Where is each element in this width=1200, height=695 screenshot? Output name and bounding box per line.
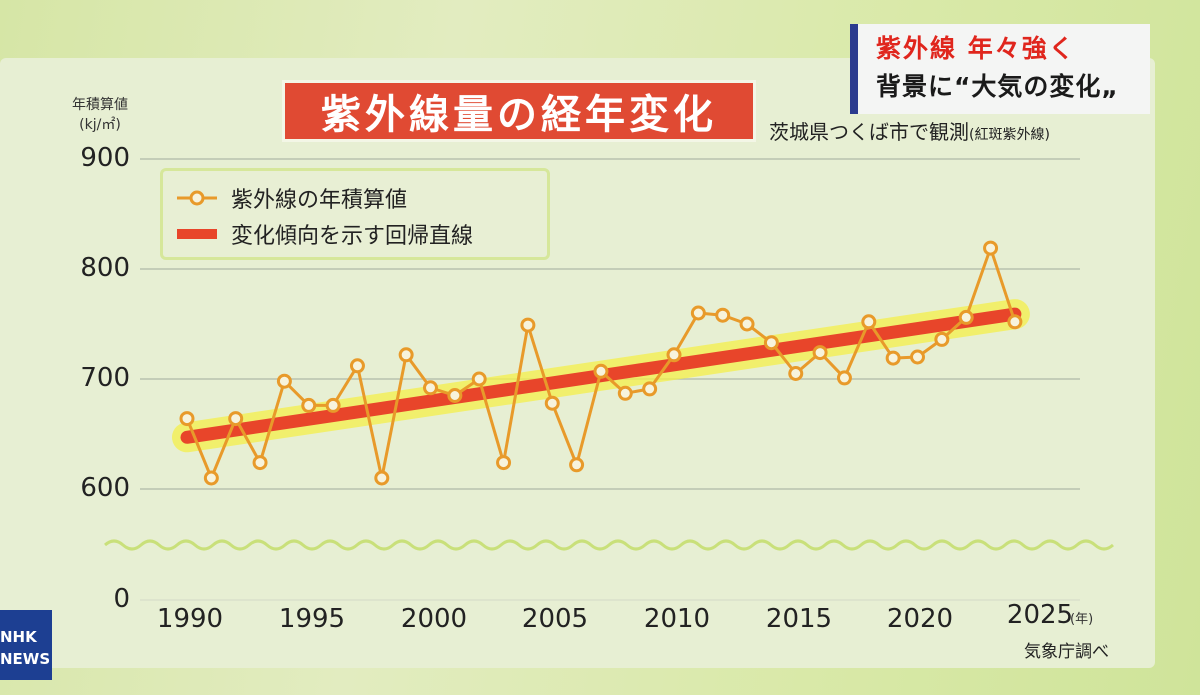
x-tick-label: 2010 [643, 604, 711, 634]
legend: 紫外線の年積算値 変化傾向を示す回帰直線 [160, 168, 550, 260]
data-point [910, 349, 925, 365]
x-tick-label: 2020 [886, 604, 954, 634]
x-tick-label: 2000 [400, 604, 468, 634]
y-tick-label: 900 [80, 143, 130, 173]
y-tick-label: 700 [80, 363, 130, 393]
y-axis-unit: (kj/㎡) [79, 117, 121, 133]
legend-item-annual: 紫外線の年積算値 [175, 183, 407, 213]
data-point [374, 470, 390, 486]
x-tick-label: 1990 [156, 604, 224, 634]
x-tick-label: 2025 [1006, 600, 1074, 630]
data-point [471, 371, 487, 387]
data-point [617, 385, 633, 401]
data-point [569, 457, 585, 473]
data-point [423, 380, 438, 396]
subtitle-text: 茨城県つくば市で観測 [769, 120, 969, 144]
data-point [690, 305, 706, 321]
subtitle-note: (紅斑紫外線) [969, 127, 1050, 143]
chart-title: 紫外線量の経年変化 [282, 80, 756, 142]
data-point [983, 240, 999, 256]
y-tick-label: 0 [113, 584, 130, 614]
data-point [715, 307, 731, 323]
data-point [642, 381, 658, 397]
data-point [228, 411, 244, 427]
data-point [496, 455, 512, 471]
data-point [349, 358, 365, 374]
data-point [788, 366, 804, 381]
x-tick-label: 2015 [765, 604, 833, 634]
logo-line-1: NHK [0, 628, 37, 646]
data-point [861, 314, 877, 330]
legend-label-annual: 紫外線の年積算値 [231, 188, 408, 213]
x-tick-label: 1995 [278, 604, 346, 634]
y-tick-label: 600 [80, 473, 130, 503]
nhk-news-logo: NHK NEWS [0, 610, 52, 680]
data-point [544, 395, 560, 411]
axis-break-wave [104, 539, 1114, 551]
data-point [276, 373, 292, 389]
data-point [593, 363, 609, 379]
headline-line-2: 背景に“大気の変化„ [876, 72, 1119, 101]
data-point [252, 455, 268, 471]
news-headline: 紫外線 年々強く 背景に“大気の変化„ [850, 24, 1150, 114]
legend-marker-thick-line [177, 229, 217, 239]
logo-line-2: NEWS [0, 650, 51, 668]
data-point [666, 347, 682, 363]
x-axis-unit: (年) [1070, 612, 1094, 627]
legend-marker-line-circle [177, 190, 217, 206]
y-axis-label: 年積算値 (kj/㎡) [72, 95, 128, 135]
data-point [836, 370, 852, 386]
data-point [812, 345, 828, 361]
source-note: 気象庁調べ [1024, 642, 1109, 662]
data-point [1007, 314, 1023, 330]
data-point [325, 397, 341, 413]
data-point [958, 309, 974, 325]
data-point [520, 317, 536, 333]
data-point [447, 388, 463, 403]
legend-label-regression: 変化傾向を示す回帰直線 [231, 224, 474, 249]
data-point [934, 331, 950, 347]
legend-item-regression: 変化傾向を示す回帰直線 [175, 219, 473, 249]
data-point [763, 335, 779, 351]
chart-subtitle: 茨城県つくば市で観測(紅斑紫外線) [769, 116, 1050, 145]
y-axis-title: 年積算値 [72, 97, 128, 113]
x-tick-label: 2005 [521, 604, 589, 634]
headline-line-1: 紫外線 年々強く [876, 34, 1076, 63]
data-point [203, 470, 219, 486]
data-point [179, 411, 195, 427]
data-point [739, 316, 755, 332]
data-point [885, 350, 901, 366]
data-point [398, 347, 414, 363]
y-tick-label: 800 [80, 253, 130, 283]
data-point [301, 397, 317, 413]
